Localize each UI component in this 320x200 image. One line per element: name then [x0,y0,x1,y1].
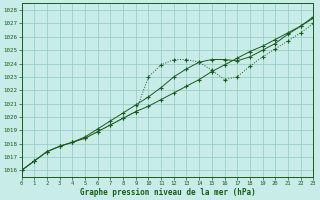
X-axis label: Graphe pression niveau de la mer (hPa): Graphe pression niveau de la mer (hPa) [80,188,255,197]
